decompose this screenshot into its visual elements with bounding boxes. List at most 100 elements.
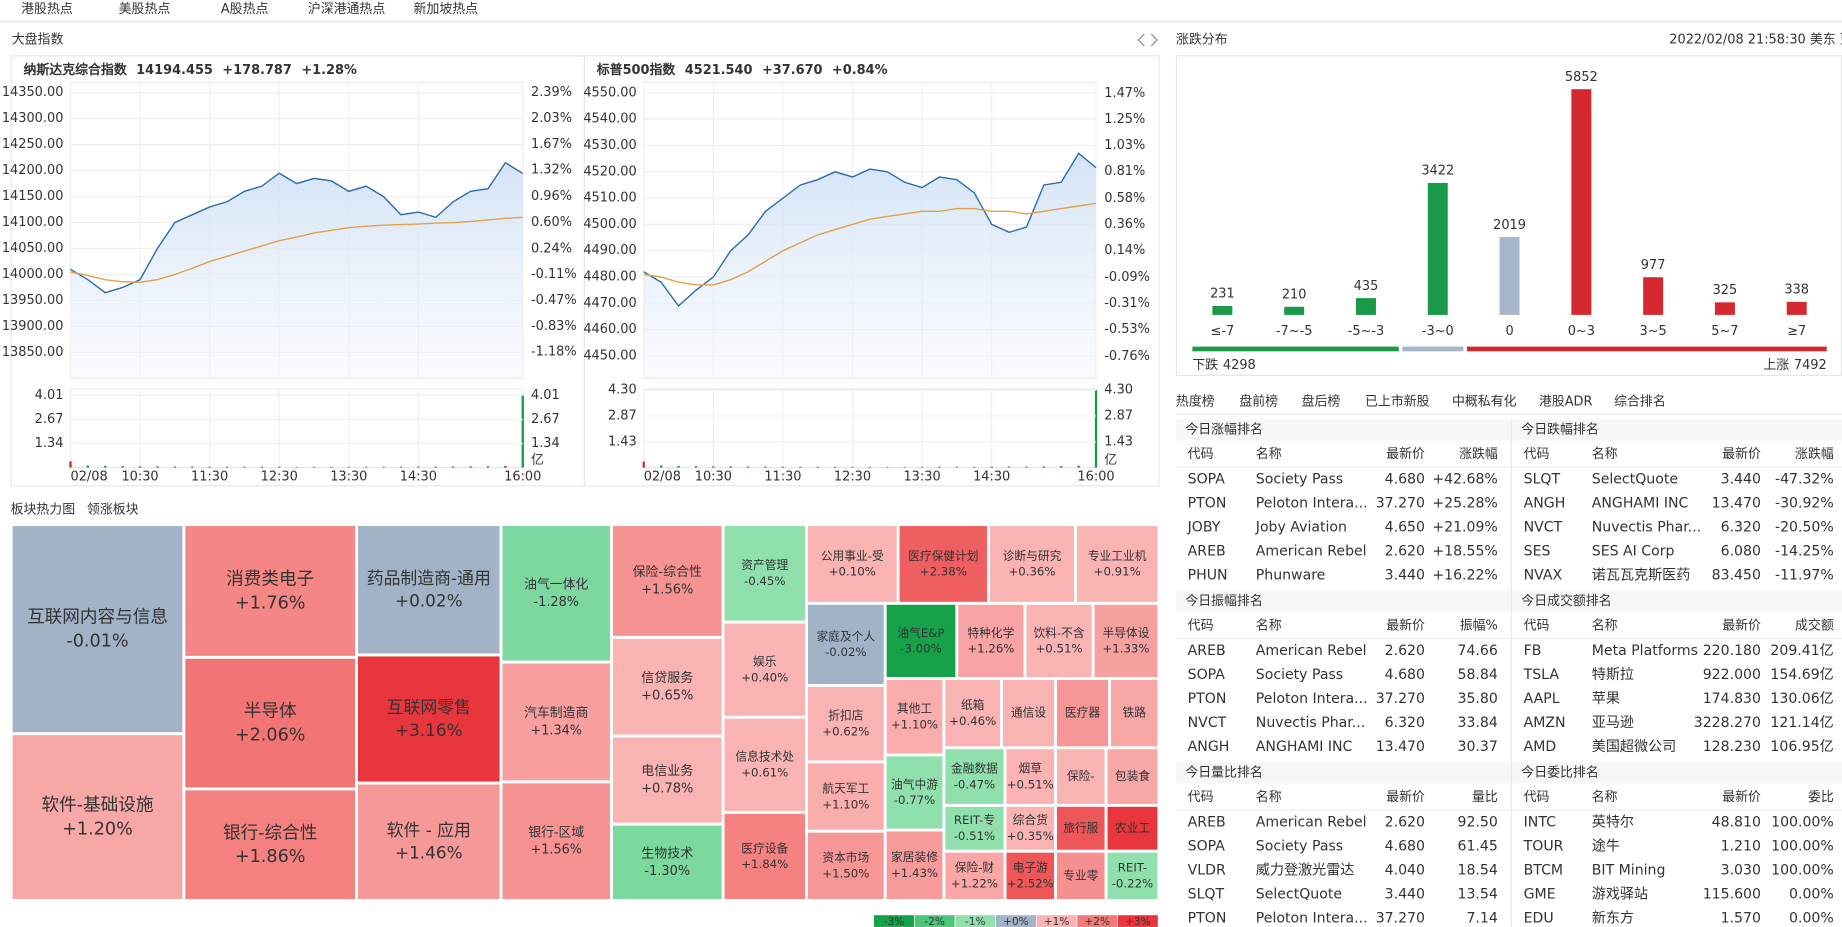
sector-tile[interactable] bbox=[1024, 603, 1094, 679]
sector-tile[interactable] bbox=[1055, 805, 1107, 852]
stock-name[interactable]: SelectQuote bbox=[1592, 471, 1678, 487]
heatmap-tab[interactable]: 板块热力图 bbox=[11, 502, 76, 517]
stock-name[interactable]: 亚马逊 bbox=[1592, 715, 1634, 731]
rank-tab[interactable]: 热度榜 bbox=[1176, 393, 1215, 409]
nav-tab[interactable]: 新加坡热点 bbox=[414, 1, 479, 17]
sector-tile[interactable] bbox=[806, 830, 886, 901]
stock-code[interactable]: SOPA bbox=[1188, 471, 1226, 487]
stock-code[interactable]: AREB bbox=[1188, 814, 1226, 830]
stock-code[interactable]: SES bbox=[1524, 544, 1551, 560]
stock-name[interactable]: SES AI Corp bbox=[1592, 544, 1675, 560]
stock-code[interactable]: ANGH bbox=[1188, 739, 1230, 755]
stock-code[interactable]: NVAX bbox=[1524, 568, 1563, 584]
sector-tile[interactable] bbox=[884, 754, 945, 831]
stock-name[interactable]: Nuvectis Phar... bbox=[1256, 715, 1365, 731]
rank-tab[interactable]: 盘前榜 bbox=[1239, 393, 1278, 409]
sector-tile[interactable] bbox=[1004, 850, 1056, 901]
sector-tile[interactable] bbox=[1075, 524, 1160, 604]
sector-tile[interactable] bbox=[897, 524, 989, 604]
stock-name[interactable]: Nuvectis Phar... bbox=[1592, 520, 1701, 536]
sector-tile[interactable] bbox=[884, 603, 958, 679]
next-arrow[interactable] bbox=[1150, 33, 1158, 47]
sector-tile[interactable] bbox=[183, 657, 357, 790]
stock-code[interactable]: SOPA bbox=[1188, 667, 1226, 683]
stock-name[interactable]: SelectQuote bbox=[1256, 887, 1342, 903]
sector-tile[interactable] bbox=[356, 654, 502, 784]
nav-tab[interactable]: 美股热点 bbox=[119, 2, 171, 17]
sector-tile[interactable] bbox=[500, 661, 612, 783]
stock-code[interactable]: AREB bbox=[1188, 643, 1226, 659]
sector-tile[interactable] bbox=[1055, 678, 1110, 749]
stock-code[interactable]: AMD bbox=[1524, 739, 1557, 755]
stock-code[interactable]: AREB bbox=[1188, 544, 1226, 560]
sector-tile[interactable] bbox=[806, 761, 886, 832]
sector-tile[interactable] bbox=[611, 637, 724, 737]
stock-code[interactable]: GME bbox=[1524, 887, 1556, 903]
stock-name[interactable]: 美国超微公司 bbox=[1592, 739, 1676, 755]
sector-tile[interactable] bbox=[806, 685, 886, 763]
stock-name[interactable]: 诺瓦瓦克斯医药 bbox=[1592, 568, 1691, 584]
stock-name[interactable]: Meta Platforms bbox=[1592, 643, 1698, 659]
rank-tab[interactable]: 综合排名 bbox=[1614, 393, 1666, 409]
stock-code[interactable]: SLQT bbox=[1188, 887, 1225, 903]
stock-name[interactable]: Peloton Intera... bbox=[1256, 911, 1368, 927]
stock-code[interactable]: PTON bbox=[1188, 911, 1227, 927]
stock-name[interactable]: 新东方 bbox=[1592, 911, 1634, 927]
stock-name[interactable]: 途牛 bbox=[1592, 837, 1620, 854]
stock-code[interactable]: TSLA bbox=[1523, 667, 1560, 683]
nav-tab[interactable]: A股热点 bbox=[221, 2, 269, 17]
stock-code[interactable]: SLQT bbox=[1524, 471, 1561, 487]
stock-name[interactable]: Peloton Intera... bbox=[1256, 691, 1368, 707]
sector-tile[interactable] bbox=[1055, 747, 1107, 806]
sector-tile[interactable] bbox=[10, 733, 185, 901]
sector-tile[interactable] bbox=[1055, 850, 1107, 901]
prev-arrow[interactable] bbox=[1137, 33, 1145, 47]
rank-tab[interactable]: 已上市新股 bbox=[1365, 393, 1430, 409]
heatmap-tab[interactable]: 领涨板块 bbox=[87, 502, 139, 517]
sector-tile[interactable] bbox=[500, 524, 612, 663]
sector-tile[interactable] bbox=[1109, 678, 1160, 749]
sector-tile[interactable] bbox=[1004, 805, 1056, 852]
sector-tile[interactable] bbox=[988, 524, 1076, 604]
stock-code[interactable]: SOPA bbox=[1188, 838, 1226, 854]
sector-tile[interactable] bbox=[1001, 678, 1056, 749]
stock-code[interactable]: ANGH bbox=[1524, 495, 1566, 511]
stock-name[interactable]: BIT Mining bbox=[1592, 863, 1666, 879]
sector-tile[interactable] bbox=[806, 524, 899, 604]
stock-code[interactable]: AMZN bbox=[1524, 715, 1566, 731]
sector-tile[interactable] bbox=[722, 812, 807, 901]
stock-name[interactable]: 英特尔 bbox=[1592, 813, 1634, 830]
stock-code[interactable]: TOUR bbox=[1523, 838, 1564, 854]
sector-tile[interactable] bbox=[356, 782, 502, 901]
sector-tile[interactable] bbox=[722, 524, 807, 623]
sector-tile[interactable] bbox=[10, 524, 185, 734]
sector-tile[interactable] bbox=[1004, 747, 1056, 806]
stock-name[interactable]: Society Pass bbox=[1256, 838, 1343, 854]
sector-tile[interactable] bbox=[183, 524, 357, 658]
stock-code[interactable]: PTON bbox=[1188, 691, 1227, 707]
stock-code[interactable]: VLDR bbox=[1188, 863, 1226, 879]
sector-tile[interactable] bbox=[806, 603, 886, 686]
rank-tab[interactable]: 盘后榜 bbox=[1302, 393, 1341, 409]
sector-tile[interactable] bbox=[884, 829, 945, 901]
sector-tile[interactable] bbox=[356, 524, 502, 656]
stock-code[interactable]: EDU bbox=[1524, 911, 1554, 927]
sector-tile[interactable] bbox=[1105, 747, 1160, 806]
stock-code[interactable]: PTON bbox=[1188, 495, 1227, 511]
rank-tab[interactable]: 中概私有化 bbox=[1452, 394, 1517, 409]
stock-code[interactable]: INTC bbox=[1524, 814, 1556, 830]
stock-name[interactable]: ANGHAMI INC bbox=[1256, 739, 1353, 755]
sector-tile[interactable] bbox=[722, 716, 807, 813]
sector-tile[interactable] bbox=[943, 747, 1006, 806]
stock-name[interactable]: Joby Aviation bbox=[1255, 520, 1347, 536]
stock-name[interactable]: 威力登激光雷达 bbox=[1256, 862, 1355, 879]
stock-code[interactable]: PHUN bbox=[1188, 568, 1228, 584]
sector-tile[interactable] bbox=[1092, 603, 1160, 679]
sector-tile[interactable] bbox=[943, 805, 1006, 852]
sector-tile[interactable] bbox=[611, 823, 724, 901]
stock-name[interactable]: 特斯拉 bbox=[1592, 667, 1634, 683]
stock-code[interactable]: JOBY bbox=[1187, 520, 1221, 536]
stock-name[interactable]: 苹果 bbox=[1592, 691, 1620, 707]
stock-code[interactable]: FB bbox=[1524, 643, 1542, 659]
sector-tile[interactable] bbox=[1105, 805, 1160, 852]
